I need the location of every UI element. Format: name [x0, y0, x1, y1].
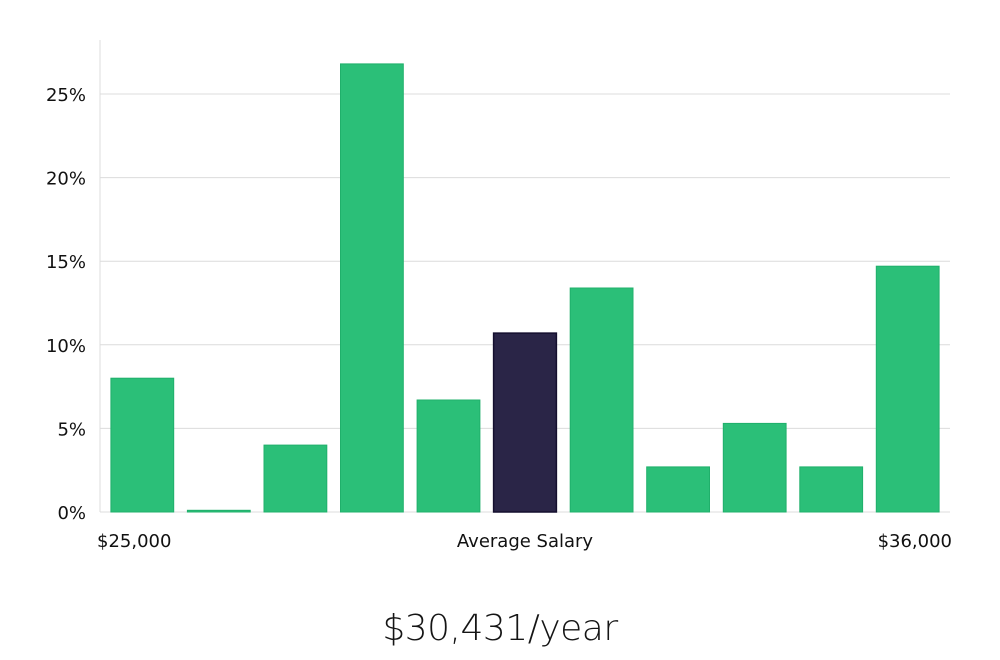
bar: [799, 466, 864, 513]
salary-histogram: 0%5%10%15%20%25% $25,000 Average Salary …: [46, 40, 952, 552]
x-label-min: $25,000: [97, 531, 171, 552]
x-label-max: $36,000: [878, 531, 952, 552]
bar: [875, 265, 940, 513]
y-tick-label: 25%: [46, 85, 86, 106]
y-tick-label: 15%: [46, 252, 86, 273]
bar: [340, 63, 404, 513]
y-tick-labels: 0% 5% 10% 15% 20% 25%: [46, 85, 86, 524]
y-tick-label: 5%: [57, 419, 86, 440]
bar: [569, 287, 634, 513]
bar: [186, 509, 251, 513]
bar: [722, 422, 787, 513]
bar: [416, 399, 481, 513]
bar-average-salary: [492, 332, 558, 513]
bar: [646, 466, 711, 513]
bar: [263, 444, 328, 513]
average-salary-value: $30,431/year: [382, 608, 618, 649]
y-tick-label: 0%: [57, 503, 86, 524]
y-tick-label: 20%: [46, 169, 86, 190]
bars: [110, 63, 940, 513]
bar: [110, 377, 175, 513]
x-label-average: Average Salary: [457, 531, 594, 552]
y-tick-label: 10%: [46, 336, 86, 357]
